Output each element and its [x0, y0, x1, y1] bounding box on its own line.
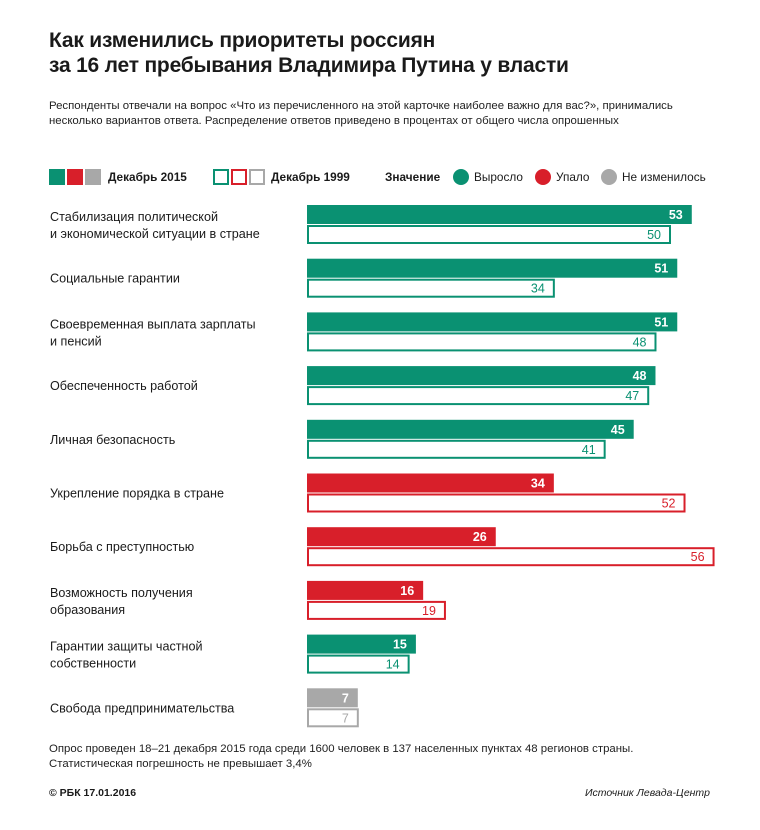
- category-label: Личная безопасность: [50, 433, 176, 447]
- category-label: Стабилизация политической и экономической…: [50, 210, 260, 241]
- legend-swatch-1999-up: [213, 169, 229, 185]
- bar-1999: [307, 493, 686, 513]
- bar-2015: [307, 580, 424, 600]
- value-label-2015: 45: [611, 423, 625, 437]
- bar-chart: Стабилизация политической и экономической…: [50, 205, 715, 728]
- bar-2015: [307, 258, 678, 278]
- chart-title-line2: за 16 лет пребывания Владимира Путина у …: [49, 54, 569, 77]
- bar-2015: [307, 527, 496, 547]
- legend-label-2015: Декабрь 2015: [108, 170, 187, 184]
- legend-swatch-2015-down: [67, 169, 83, 185]
- bar-2015: [307, 634, 416, 654]
- footnote: Опрос проведен 18–21 декабря 2015 года с…: [49, 742, 729, 772]
- bar-1999: [307, 600, 446, 620]
- value-label-2015: 16: [400, 584, 414, 598]
- legend-swatch-2015-same: [85, 169, 101, 185]
- value-label-1999: 47: [625, 389, 639, 403]
- source: Источник Левада-Центр: [585, 787, 710, 799]
- legend-swatch-1999-same: [249, 169, 265, 185]
- bar-1999: [307, 708, 359, 728]
- legend-swatch-1999-down: [231, 169, 247, 185]
- category-label: Социальные гарантии: [50, 272, 180, 286]
- bar-1999: [307, 386, 650, 406]
- value-label-1999: 34: [531, 282, 545, 296]
- category-label: Борьба с преступностью: [50, 540, 194, 554]
- value-label-1999: 52: [662, 497, 676, 511]
- bar-1999: [307, 547, 715, 567]
- bar-2015: [307, 419, 634, 439]
- bar-1999: [307, 225, 671, 244]
- value-label-2015: 51: [654, 315, 668, 329]
- footnote-line2: Статистическая погрешность не превышает …: [49, 758, 312, 770]
- value-label-1999: 48: [633, 335, 647, 349]
- legend-label-up: Выросло: [474, 170, 523, 184]
- legend-dot-same: [601, 169, 617, 185]
- bar-1999: [307, 654, 410, 674]
- footnote-line1: Опрос проведен 18–21 декабря 2015 года с…: [49, 743, 634, 755]
- credit: © РБК 17.01.2016: [49, 787, 137, 799]
- legend-label-down: Упало: [556, 170, 590, 184]
- category-label: Укрепление порядка в стране: [50, 487, 224, 501]
- category-label: Своевременная выплата зарплаты и пенсий: [50, 317, 256, 348]
- category-label: Возможность получения образования: [50, 586, 193, 617]
- value-label-2015: 7: [342, 691, 349, 705]
- value-label-1999: 19: [422, 604, 436, 618]
- value-label-2015: 34: [531, 477, 545, 491]
- chart-title: Как изменились приоритеты россиян за 16 …: [49, 28, 729, 78]
- value-label-2015: 53: [669, 208, 683, 222]
- value-label-2015: 48: [633, 369, 647, 383]
- legend-dot-down: [535, 169, 551, 185]
- category-label: Обеспеченность работой: [50, 379, 198, 393]
- legend-label-1999: Декабрь 1999: [271, 170, 350, 184]
- legend: Декабрь 2015 Декабрь 1999 Значение Вырос…: [49, 168, 729, 186]
- category-label: Свобода предпринимательства: [50, 701, 234, 715]
- value-label-1999: 7: [342, 711, 349, 725]
- value-label-1999: 50: [647, 228, 661, 242]
- bar-2015: [307, 312, 678, 332]
- legend-label-same: Не изменилось: [622, 170, 706, 184]
- value-label-2015: 26: [473, 530, 487, 544]
- category-label: Гарантии защиты частной собственности: [50, 640, 203, 671]
- value-label-2015: 15: [393, 638, 407, 652]
- legend-dot-up: [453, 169, 469, 185]
- value-label-1999: 56: [691, 550, 705, 564]
- value-label-1999: 14: [386, 658, 400, 672]
- legend-swatch-2015-up: [49, 169, 65, 185]
- bar-2015: [307, 473, 554, 493]
- chart-title-line1: Как изменились приоритеты россиян: [49, 29, 436, 52]
- chart-subtitle: Респонденты отвечали на вопрос «Что из п…: [49, 100, 673, 127]
- bar-2015: [307, 366, 656, 386]
- bar-2015: [307, 205, 692, 224]
- bar-1999: [307, 278, 555, 298]
- bar-1999: [307, 332, 657, 352]
- bar-2015: [307, 688, 358, 708]
- value-label-2015: 51: [654, 262, 668, 276]
- value-label-1999: 41: [582, 443, 596, 457]
- legend-meaning-label: Значение: [385, 170, 441, 184]
- bar-1999: [307, 439, 606, 459]
